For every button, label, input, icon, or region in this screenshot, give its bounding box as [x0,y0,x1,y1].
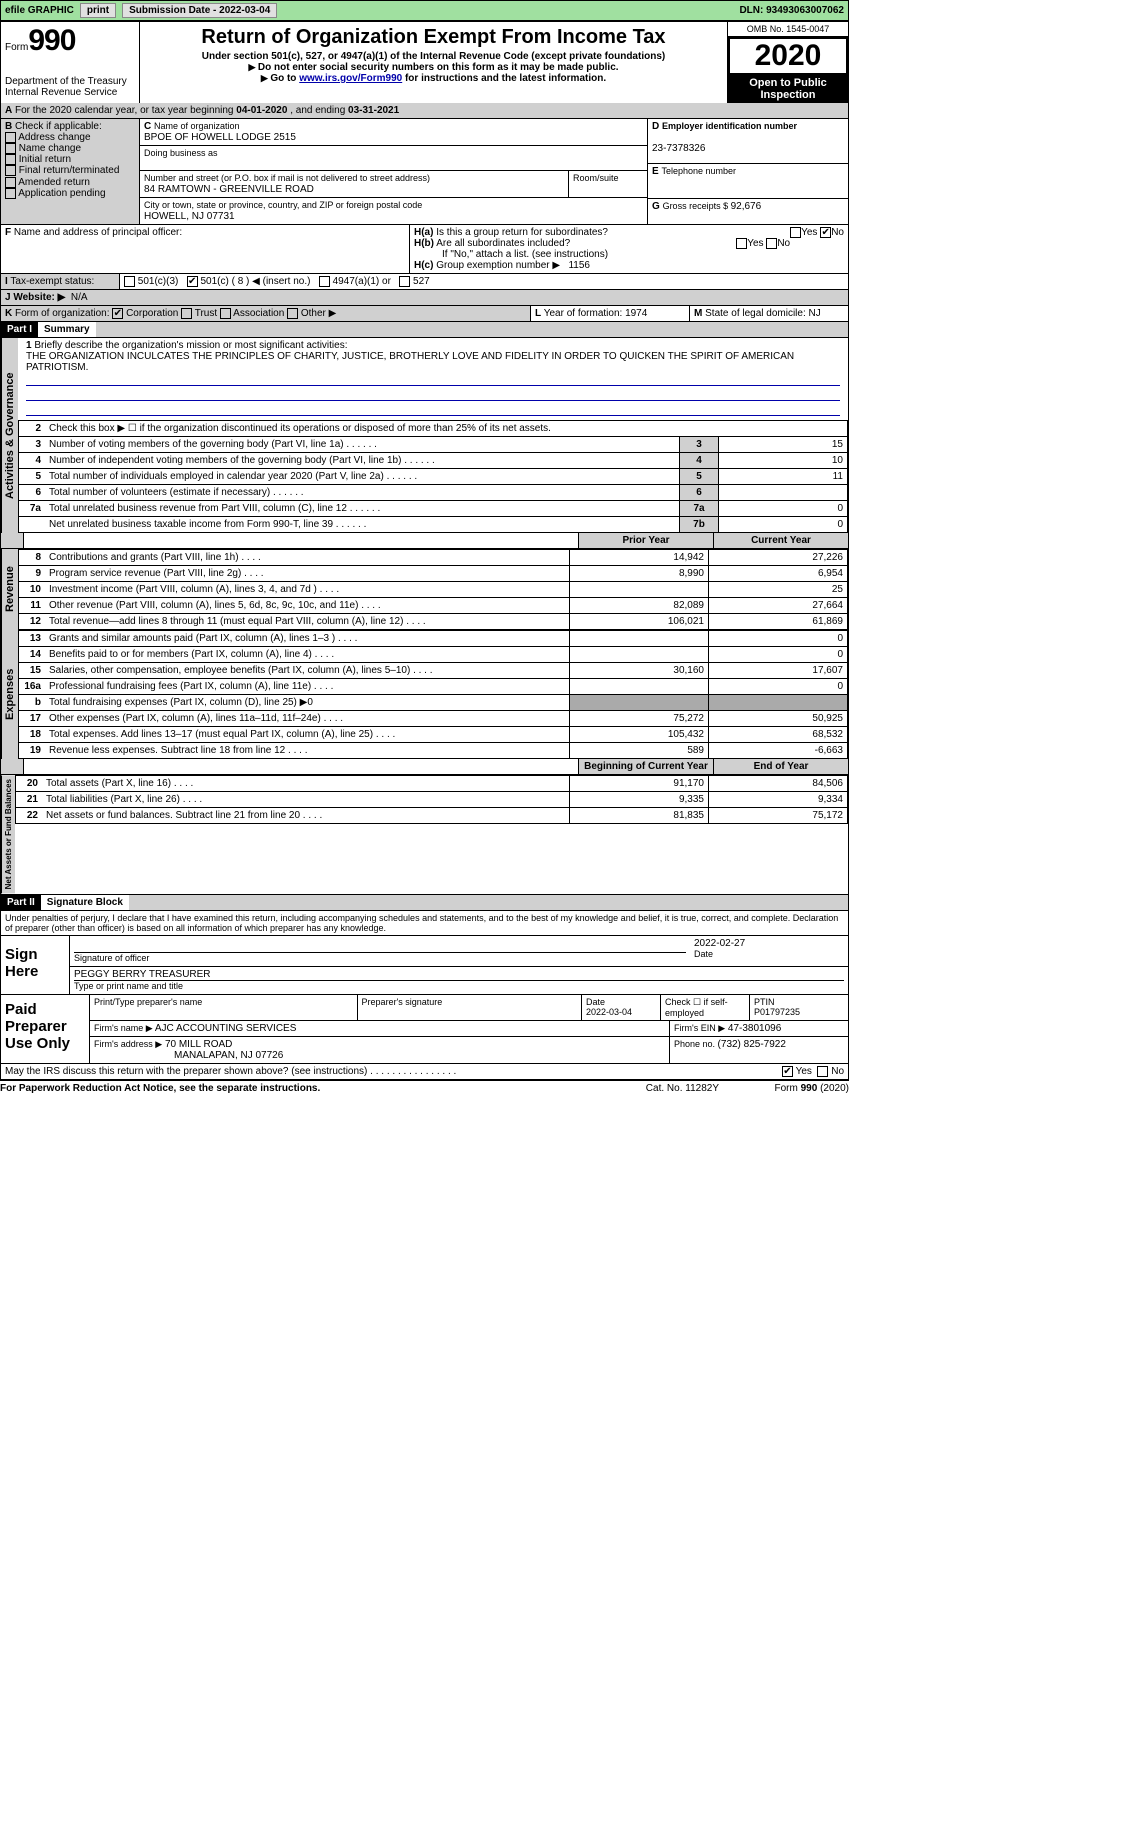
org-city: HOWELL, NJ 07731 [144,211,235,222]
website: N/A [71,292,88,303]
dln: DLN: 93493063007062 [739,5,844,16]
year-formation: 1974 [625,308,647,319]
firm-name: AJC ACCOUNTING SERVICES [155,1023,297,1034]
subtitle-2: Do not enter social security numbers on … [146,62,721,73]
sign-here: Sign Here [1,936,70,994]
paid-preparer-label: Paid Preparer Use Only [1,995,90,1063]
current-year-hdr: Current Year [713,533,848,548]
period-row: A For the 2020 calendar year, or tax yea… [0,103,849,119]
form-title: Return of Organization Exempt From Incom… [146,26,721,49]
title-cell: Return of Organization Exempt From Incom… [140,22,728,103]
end-year-hdr: End of Year [713,759,848,774]
part1-title: Summary [38,322,96,337]
perjury-text: Under penalties of perjury, I declare th… [0,911,849,935]
form-id-cell: Form990 Department of the Treasury Inter… [1,22,140,103]
box-b: B Check if applicable: Address change Na… [1,119,140,224]
part1-hdr: Part I [1,322,38,337]
footer-left: For Paperwork Reduction Act Notice, see … [0,1083,646,1094]
sign-date: 2022-02-27 [694,938,745,949]
submission-date: Submission Date - 2022-03-04 [122,3,277,18]
section-governance: Activities & Governance [1,338,18,533]
group-exemption: 1156 [568,260,590,271]
subtitle-3: Go to www.irs.gov/Form990 for instructio… [146,73,721,84]
footer-cat: Cat. No. 11282Y [646,1083,719,1094]
year-cell: OMB No. 1545-0047 2020 Open to Public In… [728,22,848,103]
state-domicile: NJ [809,308,821,319]
section-expenses: Expenses [1,630,18,759]
footer-right: Form 990 (2020) [719,1083,849,1094]
subtitle-1: Under section 501(c), 527, or 4947(a)(1)… [146,51,721,62]
prior-year-hdr: Prior Year [578,533,713,548]
firm-addr1: 70 MILL ROAD [165,1039,232,1050]
print-button[interactable]: print [80,3,116,18]
part2-title: Signature Block [41,895,129,910]
firm-phone: (732) 825-7922 [718,1039,786,1050]
efile-label: efile GRAPHIC [5,5,74,16]
omb-no: OMB No. 1545-0047 [728,22,848,37]
section-revenue: Revenue [1,549,18,630]
tax-year: 2020 [728,37,848,75]
officer-name: PEGGY BERRY TREASURER [74,969,211,980]
form990-link[interactable]: www.irs.gov/Form990 [299,73,402,84]
org-name: BPOE OF HOWELL LODGE 2515 [144,132,296,143]
ein: 23-7378326 [652,143,705,154]
part2-hdr: Part II [1,895,41,910]
ptin: P01797235 [754,1007,800,1017]
org-address: 84 RAMTOWN - GREENVILLE ROAD [144,184,314,195]
section-net: Net Assets or Fund Balances [1,775,15,893]
dept-label: Department of the Treasury Internal Reve… [5,76,135,98]
topbar: efile GRAPHIC print Submission Date - 20… [0,0,849,21]
mission-text: THE ORGANIZATION INCULCATES THE PRINCIPL… [26,351,794,373]
firm-ein: 47-3801096 [728,1023,781,1034]
begin-year-hdr: Beginning of Current Year [578,759,713,774]
gross-receipts: 92,676 [731,201,762,212]
firm-addr2: MANALAPAN, NJ 07726 [174,1050,283,1061]
open-inspection: Open to Public Inspection [728,75,848,103]
